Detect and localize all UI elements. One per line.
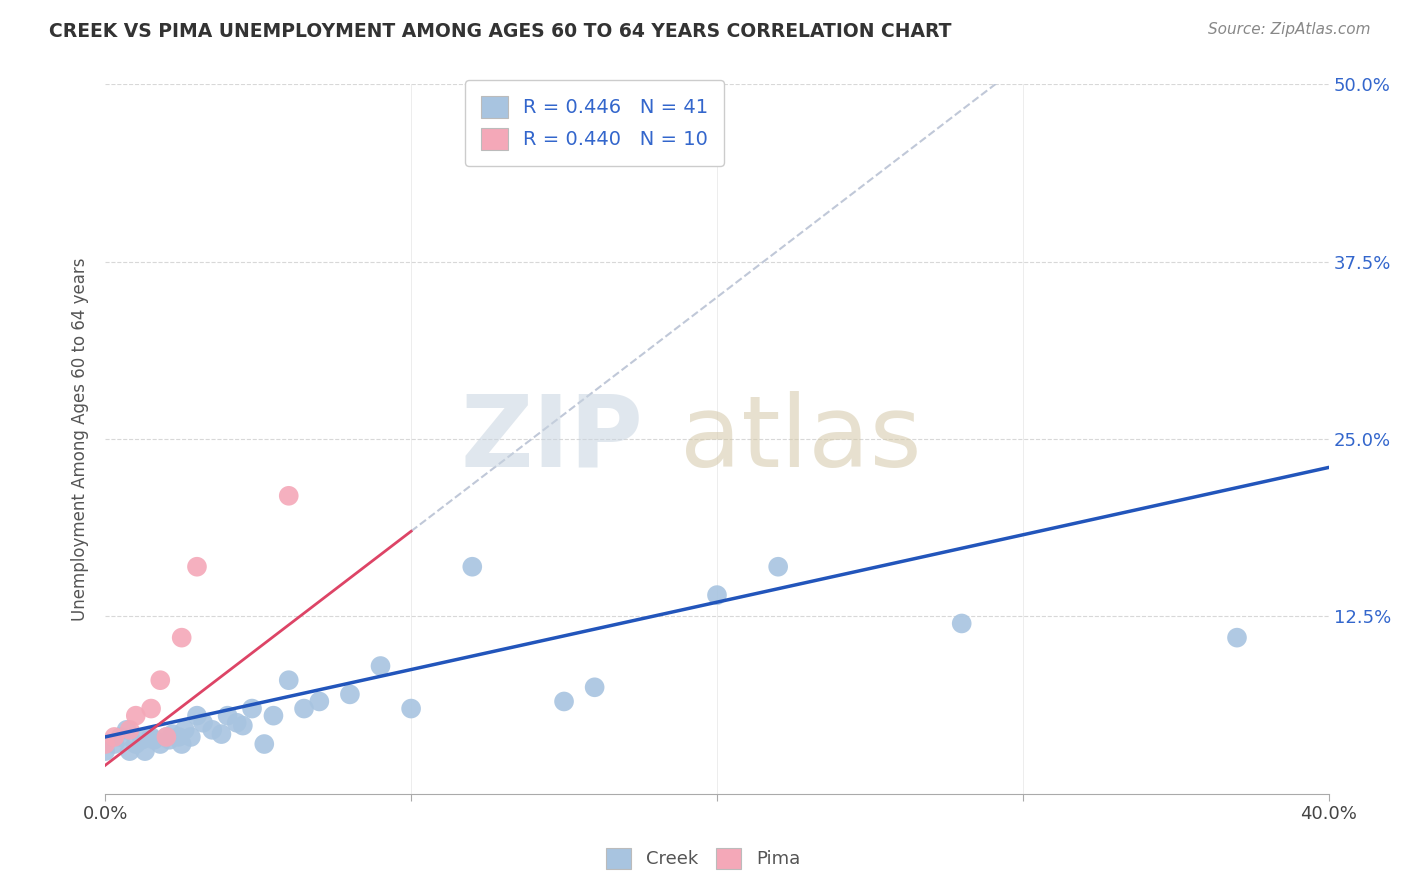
Point <box>94 737 117 751</box>
Point <box>139 730 162 744</box>
Point <box>232 718 254 732</box>
Point <box>211 727 233 741</box>
Point <box>308 694 330 708</box>
Point <box>277 489 299 503</box>
Legend: Creek, Pima: Creek, Pima <box>599 840 807 876</box>
Point <box>170 631 193 645</box>
Point <box>553 694 575 708</box>
Point <box>180 730 202 744</box>
Point <box>155 730 177 744</box>
Point <box>950 616 973 631</box>
Point <box>277 673 299 688</box>
Point <box>125 708 148 723</box>
Point <box>173 723 195 737</box>
Y-axis label: Unemployment Among Ages 60 to 64 years: Unemployment Among Ages 60 to 64 years <box>72 257 89 621</box>
Point <box>131 732 153 747</box>
Point <box>103 737 125 751</box>
Point <box>292 701 315 715</box>
Point <box>167 730 190 744</box>
Point <box>159 732 181 747</box>
Point <box>94 744 117 758</box>
Point <box>766 559 789 574</box>
Point <box>103 730 125 744</box>
Point <box>149 673 172 688</box>
Point <box>118 723 141 737</box>
Point <box>118 744 141 758</box>
Point <box>155 730 177 744</box>
Point <box>125 737 148 751</box>
Point <box>399 701 422 715</box>
Point <box>240 701 263 715</box>
Text: CREEK VS PIMA UNEMPLOYMENT AMONG AGES 60 TO 64 YEARS CORRELATION CHART: CREEK VS PIMA UNEMPLOYMENT AMONG AGES 60… <box>49 22 952 41</box>
Point <box>115 723 138 737</box>
Point <box>162 727 184 741</box>
Text: atlas: atlas <box>681 391 922 488</box>
Point <box>149 737 172 751</box>
Point <box>253 737 276 751</box>
Point <box>225 715 247 730</box>
Point <box>706 588 728 602</box>
Text: Source: ZipAtlas.com: Source: ZipAtlas.com <box>1208 22 1371 37</box>
Point <box>370 659 392 673</box>
Point <box>583 681 606 695</box>
Point <box>134 744 156 758</box>
Point <box>139 701 162 715</box>
Point <box>461 559 484 574</box>
Point <box>1226 631 1249 645</box>
Point <box>186 708 208 723</box>
Point <box>110 730 132 744</box>
Point <box>191 715 214 730</box>
Point <box>170 737 193 751</box>
Legend: R = 0.446   N = 41, R = 0.440   N = 10: R = 0.446 N = 41, R = 0.440 N = 10 <box>465 80 724 166</box>
Point <box>262 708 284 723</box>
Point <box>339 687 361 701</box>
Point <box>201 723 224 737</box>
Point <box>143 732 166 747</box>
Text: ZIP: ZIP <box>461 391 644 488</box>
Point <box>217 708 239 723</box>
Point <box>186 559 208 574</box>
